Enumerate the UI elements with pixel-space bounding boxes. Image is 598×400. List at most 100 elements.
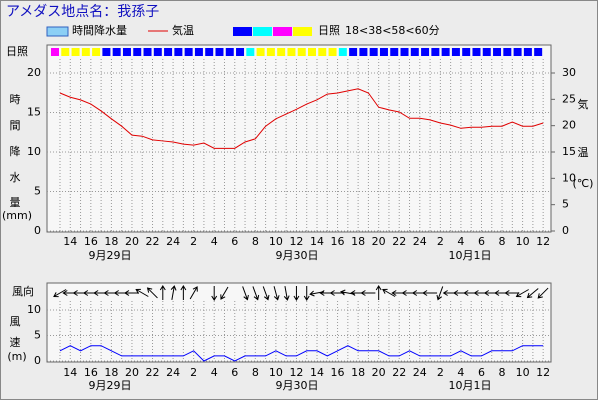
sunshine-box xyxy=(143,48,152,56)
wind-arrow xyxy=(537,287,549,299)
x-tick-label: 14 xyxy=(310,235,324,248)
y-axis-label: 量 xyxy=(10,196,21,209)
y-tick-label: 5 xyxy=(34,185,41,198)
sunshine-box xyxy=(225,48,234,56)
x-tick-label: 8 xyxy=(252,235,259,248)
y2-tick-label: 25 xyxy=(562,92,576,105)
x-tick-label: 22 xyxy=(146,366,160,379)
wind-arrow xyxy=(422,290,438,296)
sunshine-box xyxy=(153,48,162,56)
y2-tick-label: 0 xyxy=(562,224,569,237)
sunshine-box xyxy=(297,48,306,56)
legend-swatch xyxy=(293,27,312,36)
x-tick-label: 16 xyxy=(84,366,98,379)
sunshine-box xyxy=(493,48,502,56)
x-tick-label: 18 xyxy=(104,366,118,379)
y-axis-label: 降 xyxy=(10,144,21,158)
wind-arrow xyxy=(504,290,520,296)
x-tick-label: 12 xyxy=(536,366,550,379)
sunshine-box xyxy=(482,48,491,56)
x-tick-label: 14 xyxy=(310,366,324,379)
sunshine-box xyxy=(164,48,173,56)
x-tick-label: 12 xyxy=(289,235,303,248)
sunshine-box xyxy=(379,48,388,56)
y2-tick-label: 5 xyxy=(562,198,569,211)
y-axis-label: 間 xyxy=(10,119,21,132)
sunshine-box xyxy=(359,48,368,56)
y2-tick-label: 30 xyxy=(562,66,576,79)
sunshine-box xyxy=(215,48,224,56)
x-tick-label: 6 xyxy=(478,235,485,248)
legend-swatch xyxy=(253,27,272,36)
wind-arrow xyxy=(170,285,177,300)
wind-arrow xyxy=(159,285,166,300)
sunshine-box xyxy=(246,48,255,56)
sunshine-box xyxy=(71,48,80,56)
x-tick-label: 2 xyxy=(437,366,444,379)
x-tick-label: 18 xyxy=(104,235,118,248)
sunshine-box xyxy=(534,48,543,56)
wind-arrow xyxy=(189,286,198,300)
x-tick-label: 12 xyxy=(289,366,303,379)
sunshine-box xyxy=(184,48,193,56)
sunshine-box xyxy=(400,48,409,56)
x-tick-label: 2 xyxy=(190,366,197,379)
x-tick-label: 12 xyxy=(536,235,550,248)
wind-arrow xyxy=(375,285,382,300)
x-tick-label: 20 xyxy=(125,235,139,248)
x-tick-label: 24 xyxy=(413,235,427,248)
y-axis-label: (mm) xyxy=(2,209,32,222)
legend-swatch xyxy=(233,27,252,36)
sunshine-box xyxy=(369,48,378,56)
x-tick-label: 4 xyxy=(211,235,218,248)
x-tick-label: 22 xyxy=(392,366,406,379)
x-tick-label: 4 xyxy=(211,366,218,379)
sunshine-box xyxy=(441,48,450,56)
wind-arrow xyxy=(526,288,539,299)
date-label: 10月1日 xyxy=(449,379,492,392)
wind-arrow xyxy=(252,286,260,301)
date-label: 9月29日 xyxy=(89,379,132,392)
x-tick-label: 10 xyxy=(516,235,530,248)
x-tick-label: 10 xyxy=(269,366,283,379)
x-tick-label: 18 xyxy=(351,235,365,248)
sunshine-box xyxy=(205,48,214,56)
y2-tick-label: 10 xyxy=(562,171,576,184)
x-tick-label: 16 xyxy=(84,235,98,248)
x-tick-label: 4 xyxy=(457,235,464,248)
sunshine-box xyxy=(421,48,430,56)
wind-arrow xyxy=(53,289,67,298)
sunshine-box xyxy=(318,48,327,56)
x-tick-label: 8 xyxy=(499,366,506,379)
x-tick-label: 16 xyxy=(331,366,345,379)
wind-arrow xyxy=(180,285,187,300)
sunshine-box xyxy=(287,48,296,56)
sunshine-box xyxy=(112,48,121,56)
sunshine-box xyxy=(410,48,419,56)
y-tick-label: 10 xyxy=(27,145,41,158)
sunshine-box xyxy=(431,48,440,56)
sunshine-box xyxy=(503,48,512,56)
sunshine-box xyxy=(236,48,245,56)
x-tick-label: 10 xyxy=(269,235,283,248)
y-tick-label: 10 xyxy=(27,303,41,316)
y-axis-label: 速 xyxy=(10,336,21,349)
wind-arrow xyxy=(303,286,310,301)
x-tick-label: 24 xyxy=(413,366,427,379)
plot-area xyxy=(46,282,552,363)
date-label: 10月1日 xyxy=(449,249,492,262)
legend-label: 気温 xyxy=(172,23,194,37)
y-tick-label: 5 xyxy=(34,329,41,342)
y2-axis-label: (℃) xyxy=(573,177,594,190)
sunshine-box xyxy=(328,48,337,56)
sunshine-box xyxy=(81,48,90,56)
wind-arrow xyxy=(146,287,158,299)
x-tick-label: 24 xyxy=(166,366,180,379)
legend-swatch xyxy=(46,26,69,37)
x-tick-label: 2 xyxy=(437,235,444,248)
wind-arrow xyxy=(283,286,290,301)
y-tick-label: 0 xyxy=(34,354,41,367)
y-axis-label: (m) xyxy=(7,350,26,363)
sunshine-box xyxy=(472,48,481,56)
wind-arrow xyxy=(293,286,300,301)
